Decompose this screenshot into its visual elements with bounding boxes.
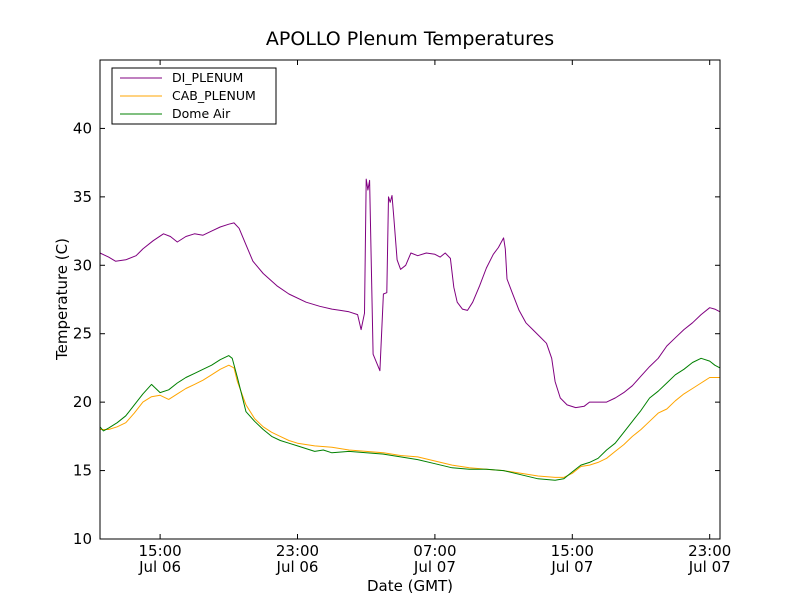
x-tick-label-time: 23:00: [276, 542, 319, 560]
y-tick-label: 35: [73, 188, 92, 206]
legend-label-di-plenum: DI_PLENUM: [172, 70, 243, 85]
y-tick-label: 25: [73, 325, 92, 343]
y-tick-label: 10: [73, 530, 92, 548]
legend-label-cab-plenum: CAB_PLENUM: [172, 88, 256, 103]
y-axis-ticks: 10 15 20 25 30 35 40: [73, 119, 720, 548]
y-axis-label: Temperature (C): [53, 238, 71, 361]
plot-frame: [99, 59, 721, 540]
series-line-cab-plenum: [100, 364, 720, 478]
legend-label-dome-air: Dome Air: [172, 106, 231, 121]
series-line-dome-air: [99, 355, 721, 481]
y-tick-label: 20: [73, 393, 92, 411]
series-line-di-plenum: [99, 178, 721, 409]
legend: DI_PLENUM CAB_PLENUM Dome Air: [111, 67, 277, 125]
y-tick-label: 40: [73, 119, 92, 137]
x-tick-label-date: Jul 07: [550, 558, 593, 576]
plot-series: [99, 178, 721, 481]
x-tick-label-time: 15:00: [551, 542, 594, 560]
x-tick-label-time: 07:00: [413, 542, 456, 560]
x-tick-label-time: 15:00: [138, 542, 181, 560]
x-tick-label-date: Jul 06: [276, 558, 319, 576]
x-tick-label-date: Jul 07: [413, 558, 456, 576]
x-tick-label-date: Jul 06: [138, 558, 181, 576]
chart-title: APOLLO Plenum Temperatures: [266, 28, 554, 50]
y-tick-label: 15: [73, 462, 92, 480]
y-tick-label: 30: [73, 256, 92, 274]
x-tick-label-time: 23:00: [688, 542, 731, 560]
x-tick-label-date: Jul 07: [688, 558, 731, 576]
x-axis-label: Date (GMT): [367, 577, 453, 595]
